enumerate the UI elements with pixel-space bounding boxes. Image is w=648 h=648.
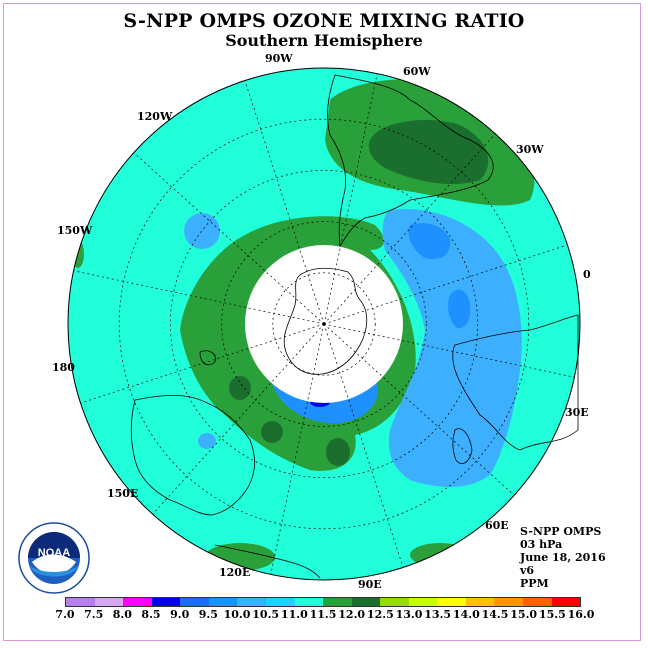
colorbar-segment bbox=[237, 598, 266, 606]
colorbar-tick-label: 13.5 bbox=[424, 608, 452, 621]
colorbar-segment bbox=[151, 598, 181, 606]
map-border bbox=[67, 67, 581, 581]
colorbar-tick-label: 14.5 bbox=[481, 608, 509, 621]
colorbar-tick-label: 11.0 bbox=[280, 608, 308, 621]
high-core-spot-3 bbox=[326, 438, 350, 466]
latitude-circle bbox=[221, 221, 427, 427]
colorbar-segment bbox=[94, 598, 124, 606]
info-level: 03 hPa bbox=[520, 538, 563, 551]
colorbar-segment bbox=[551, 598, 581, 606]
colorbar-labels: 7.0 7.5 8.0 8.5 9.0 9.5 10.0 10.5 11.0 11.5 12.0 12… bbox=[0, 608, 648, 622]
logo-wordmark: NOAA bbox=[38, 547, 70, 559]
high-core-spot-1 bbox=[229, 376, 251, 400]
lon-label-180: 180 bbox=[52, 361, 75, 374]
colorbar-tick-label: 14.0 bbox=[452, 608, 480, 621]
latitude-circle bbox=[272, 272, 376, 376]
info-block: S-NPP OMPS 03 hPa June 18, 2016 v6 PPM bbox=[520, 525, 606, 590]
colorbar-tick-label: 16.0 bbox=[567, 608, 595, 621]
low-core-indian-2 bbox=[448, 289, 471, 329]
lon-label-30w: 30W bbox=[516, 143, 544, 156]
info-product: S-NPP OMPS bbox=[520, 525, 602, 538]
colorbar-segment bbox=[294, 598, 324, 606]
colorbar-tick-label: 8.0 bbox=[112, 608, 132, 621]
colorbar-segment bbox=[351, 598, 381, 606]
colorbar-segment bbox=[465, 598, 495, 606]
colorbar-segment bbox=[437, 598, 466, 606]
figure-subtitle: Southern Hemisphere bbox=[225, 31, 423, 50]
colorbar-segment bbox=[180, 598, 209, 606]
graticule bbox=[73, 73, 575, 575]
lon-label-90w: 90W bbox=[265, 52, 293, 65]
colorbar-tick-label: 11.5 bbox=[309, 608, 337, 621]
lon-label-120w: 120W bbox=[137, 110, 173, 123]
colorbar-segment bbox=[208, 598, 238, 606]
coast-australia bbox=[130, 395, 255, 516]
coast-antarctica bbox=[283, 267, 368, 375]
lon-label-150w: 150W bbox=[57, 224, 93, 237]
latitude-circle bbox=[170, 170, 478, 478]
colorbar-segment bbox=[408, 598, 438, 606]
noaa-logo: NOAA bbox=[18, 522, 90, 594]
colorbar-tick-label: 13.0 bbox=[395, 608, 423, 621]
colorbar-segment bbox=[66, 598, 95, 606]
colorbar-tick-label: 15.5 bbox=[538, 608, 566, 621]
lon-label-90e: 90E bbox=[358, 578, 382, 591]
colorbar-segment bbox=[523, 598, 552, 606]
high-core-spot-2 bbox=[261, 421, 283, 443]
lon-label-0: 0 bbox=[583, 268, 591, 281]
coast-indonesia bbox=[214, 544, 321, 579]
info-date: June 18, 2016 bbox=[520, 551, 606, 564]
latitude-circle bbox=[118, 118, 530, 530]
figure-title: S-NPP OMPS OZONE MIXING RATIO bbox=[123, 10, 525, 32]
high-core-atlantic bbox=[368, 120, 489, 185]
colorbar-segment bbox=[494, 598, 523, 606]
coast-africa bbox=[452, 314, 579, 451]
lon-label-150e: 150E bbox=[107, 487, 139, 500]
lon-label-120e: 120E bbox=[219, 566, 251, 579]
colorbar-tick-label: 12.5 bbox=[366, 608, 394, 621]
colorbar bbox=[65, 597, 581, 607]
coastlines bbox=[130, 74, 579, 579]
high-patch-se bbox=[410, 543, 470, 567]
info-units: PPM bbox=[520, 577, 549, 590]
colorbar-tick-label: 12.0 bbox=[338, 608, 366, 621]
colorbar-tick-label: 7.5 bbox=[84, 608, 104, 621]
colorbar-tick-label: 7.0 bbox=[55, 608, 75, 621]
colorbar-tick-label: 8.5 bbox=[141, 608, 161, 621]
colorbar-segment bbox=[123, 598, 152, 606]
low-spot-1 bbox=[184, 213, 220, 249]
colorbar-segment bbox=[323, 598, 352, 606]
colorbar-segment bbox=[265, 598, 295, 606]
ozone-field bbox=[68, 68, 580, 580]
low-core-indian-1 bbox=[408, 223, 451, 260]
low-region-indian bbox=[382, 209, 522, 487]
info-version: v6 bbox=[520, 564, 535, 577]
colorbar-tick-label: 9.0 bbox=[170, 608, 190, 621]
lon-label-60w: 60W bbox=[403, 65, 431, 78]
colorbar-tick-label: 9.5 bbox=[198, 608, 218, 621]
low-spot-2 bbox=[198, 433, 216, 449]
colorbar-tick-label: 15.0 bbox=[510, 608, 538, 621]
colorbar-tick-label: 10.5 bbox=[252, 608, 280, 621]
lon-label-60e: 60E bbox=[485, 519, 509, 532]
colorbar-segment bbox=[380, 598, 409, 606]
coast-madagascar bbox=[452, 428, 473, 464]
figure-frame bbox=[3, 3, 641, 641]
lon-label-30e: 30E bbox=[565, 406, 589, 419]
coast-south-america bbox=[327, 74, 494, 248]
colorbar-tick-label: 10.0 bbox=[223, 608, 251, 621]
coast-new-zealand bbox=[199, 350, 217, 366]
